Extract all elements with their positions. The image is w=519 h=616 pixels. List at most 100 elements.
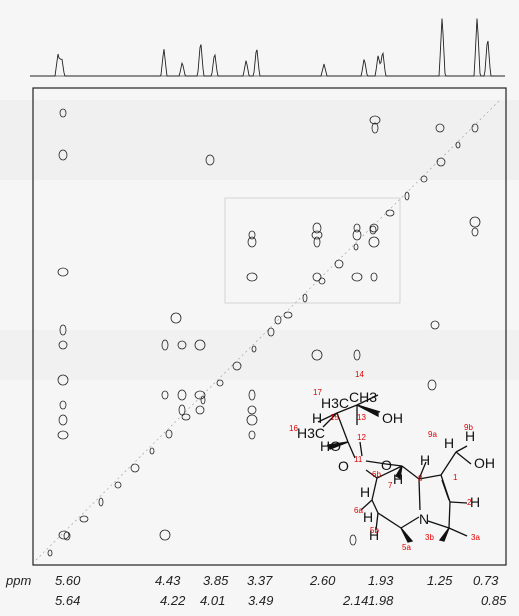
tick-0-73: 0.73 xyxy=(473,573,499,588)
label-3a: 3a xyxy=(471,533,480,542)
tick-0-85: 0.85 xyxy=(481,593,507,608)
cross-peak xyxy=(248,389,256,401)
cross-peak xyxy=(59,324,67,336)
diagonal-peak xyxy=(232,361,242,371)
diagonal-peak xyxy=(149,447,155,455)
tick-1-98: 1.98 xyxy=(368,593,394,608)
atom-h-9a: H xyxy=(444,435,454,451)
tick-3-37: 3.37 xyxy=(247,573,273,588)
atom-h3c-16: H3C xyxy=(297,425,325,441)
cross-peak xyxy=(57,430,69,440)
cross-peak xyxy=(195,405,205,415)
diagonal-peak xyxy=(404,191,410,201)
label-11: 11 xyxy=(354,455,363,464)
cross-peak xyxy=(58,414,68,426)
diagonal-peak xyxy=(181,413,191,421)
atom-ch3-14: CH3 xyxy=(349,389,377,405)
label-16: 16 xyxy=(289,424,298,433)
cross-peak xyxy=(427,379,437,391)
tick-2-14: 2.14 xyxy=(342,593,368,608)
diagonal-peak xyxy=(63,531,71,541)
label-17: 17 xyxy=(313,388,322,397)
cross-peak xyxy=(248,430,256,440)
tick-1-93: 1.93 xyxy=(368,573,394,588)
label-1: 1 xyxy=(453,473,458,482)
cross-peak xyxy=(161,390,169,400)
diagonal-peak xyxy=(251,345,257,353)
cross-peak xyxy=(194,390,206,400)
cross-peak xyxy=(312,222,322,234)
cross-peak xyxy=(312,272,322,282)
atom-n: N xyxy=(419,511,429,527)
atom-oh-9: OH xyxy=(474,455,495,471)
cross-peak xyxy=(371,122,379,134)
cross-peak xyxy=(274,315,282,325)
cross-peak xyxy=(349,534,357,546)
label-15: 15 xyxy=(330,413,339,422)
diagonal-peak xyxy=(200,395,206,405)
cross-peak xyxy=(177,389,187,401)
cross-peak xyxy=(248,230,256,240)
cross-peak xyxy=(178,404,186,416)
atom-o-ester: O xyxy=(381,457,392,473)
chemical-structure xyxy=(317,394,472,543)
atom-oh-13: OH xyxy=(382,410,403,426)
tick-4-43: 4.43 xyxy=(155,573,181,588)
label-2: 2 xyxy=(467,498,472,507)
cross-peak xyxy=(313,236,321,248)
label-7: 7 xyxy=(388,481,393,490)
label-13: 13 xyxy=(357,413,366,422)
diagonal-peak xyxy=(267,327,275,337)
label-14: 14 xyxy=(355,370,364,379)
tick-3-49: 3.49 xyxy=(248,593,273,608)
cross-peak xyxy=(177,340,187,350)
cross-peak xyxy=(159,529,171,541)
diagonal-peak xyxy=(436,157,446,167)
cross-peak xyxy=(57,267,69,277)
cross-peak xyxy=(246,414,258,426)
tick-5-64: 5.64 xyxy=(55,593,80,608)
spectrum-trace xyxy=(30,18,505,77)
label-8: 8 xyxy=(418,474,423,483)
tick-1-25: 1.25 xyxy=(427,573,453,588)
diagonal-peak xyxy=(334,259,344,269)
diagonal-peak xyxy=(302,293,308,303)
atom-o-carbonyl: O xyxy=(338,458,349,474)
cross-peak xyxy=(246,272,258,282)
cross-peak xyxy=(205,154,215,166)
atom-h-15: H xyxy=(312,410,322,426)
structure-atom-labels: H3C CH3 H OH HO H3C O O H H H H H N H H … xyxy=(297,389,495,543)
tick-3-85: 3.85 xyxy=(203,573,229,588)
atom-h-7: H xyxy=(393,471,403,487)
cross-peak xyxy=(368,236,380,248)
label-3b: 3b xyxy=(425,533,434,542)
projection-spectrum xyxy=(30,18,505,77)
atom-h-6b: H xyxy=(360,484,370,500)
cross-peak xyxy=(58,530,70,540)
diagonal-peak xyxy=(420,175,428,183)
diagonal-peak xyxy=(98,497,104,507)
cross-peak xyxy=(58,149,68,161)
diagonal-peak xyxy=(318,277,326,285)
cross-peak xyxy=(435,123,445,133)
atom-ho-12: HO xyxy=(320,438,341,454)
plot-frame xyxy=(32,87,507,566)
tick-2-60: 2.60 xyxy=(309,573,336,588)
label-12: 12 xyxy=(357,433,366,442)
diagonal-peak xyxy=(283,311,293,319)
cross-peak xyxy=(194,339,206,351)
atom-h-9b: H xyxy=(465,428,475,444)
cross-peak xyxy=(370,272,378,282)
atom-h-6a: H xyxy=(363,509,373,525)
cross-peak xyxy=(351,272,363,282)
cross-peak xyxy=(311,230,323,240)
cross-peak xyxy=(57,374,69,386)
cross-peak xyxy=(59,108,67,118)
cross-peak xyxy=(247,405,257,415)
label-9a: 9a xyxy=(428,430,437,439)
cross-peak xyxy=(471,227,479,237)
cross-peak xyxy=(353,223,361,233)
cross-peak xyxy=(247,236,257,248)
diagonal-peak xyxy=(165,429,173,439)
